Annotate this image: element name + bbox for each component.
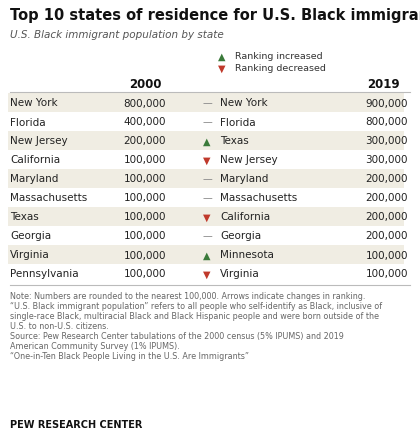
Text: Texas: Texas [10, 212, 39, 222]
Text: Minnesota: Minnesota [220, 250, 274, 260]
Text: 800,000: 800,000 [365, 117, 408, 127]
Text: 2019: 2019 [368, 78, 400, 91]
Text: —: — [202, 231, 212, 241]
Text: Virginia: Virginia [10, 250, 50, 260]
Text: Ranking increased: Ranking increased [235, 52, 323, 61]
Text: Florida: Florida [220, 117, 256, 127]
Text: 100,000: 100,000 [124, 269, 166, 279]
Text: 100,000: 100,000 [124, 174, 166, 184]
Text: —: — [202, 193, 212, 203]
Text: —: — [202, 117, 212, 127]
Text: 2000: 2000 [129, 78, 161, 91]
Text: 100,000: 100,000 [124, 212, 166, 222]
Text: Virginia: Virginia [220, 269, 260, 279]
Text: Maryland: Maryland [10, 174, 58, 184]
Text: PEW RESEARCH CENTER: PEW RESEARCH CENTER [10, 419, 142, 429]
Text: American Community Survey (1% IPUMS).: American Community Survey (1% IPUMS). [10, 341, 180, 350]
Text: 100,000: 100,000 [365, 250, 408, 260]
Text: 800,000: 800,000 [124, 98, 166, 108]
Text: Massachusetts: Massachusetts [220, 193, 297, 203]
Text: Georgia: Georgia [10, 231, 51, 241]
Text: 200,000: 200,000 [365, 212, 408, 222]
Text: ▲: ▲ [203, 250, 211, 260]
Text: 200,000: 200,000 [365, 193, 408, 203]
Text: California: California [10, 155, 60, 165]
Text: Florida: Florida [10, 117, 46, 127]
Text: ▲: ▲ [203, 136, 211, 146]
Text: 100,000: 100,000 [124, 155, 166, 165]
Text: New Jersey: New Jersey [10, 136, 68, 146]
Text: 200,000: 200,000 [365, 231, 408, 241]
Text: ▼: ▼ [203, 155, 211, 165]
Text: U.S. to non-U.S. citizens.: U.S. to non-U.S. citizens. [10, 321, 109, 330]
Text: U.S. Black immigrant population by state: U.S. Black immigrant population by state [10, 30, 224, 40]
Text: 100,000: 100,000 [365, 269, 408, 279]
Text: Note: Numbers are rounded to the nearest 100,000. Arrows indicate changes in ran: Note: Numbers are rounded to the nearest… [10, 291, 365, 300]
Text: 100,000: 100,000 [124, 231, 166, 241]
Text: 900,000: 900,000 [365, 98, 408, 108]
Text: 100,000: 100,000 [124, 193, 166, 203]
Text: New Jersey: New Jersey [220, 155, 278, 165]
Text: Massachusetts: Massachusetts [10, 193, 87, 203]
Text: 200,000: 200,000 [365, 174, 408, 184]
Text: 300,000: 300,000 [365, 155, 408, 165]
Text: Top 10 states of residence for U.S. Black immigrants: Top 10 states of residence for U.S. Blac… [10, 8, 420, 23]
Text: New York: New York [220, 98, 268, 108]
Text: —: — [202, 98, 212, 108]
Text: ▼: ▼ [218, 64, 226, 74]
Text: “U.S. Black immigrant population” refers to all people who self-identify as Blac: “U.S. Black immigrant population” refers… [10, 301, 382, 310]
Text: ▲: ▲ [218, 52, 226, 62]
Text: “One-in-Ten Black People Living in the U.S. Are Immigrants”: “One-in-Ten Black People Living in the U… [10, 351, 249, 360]
Text: Maryland: Maryland [220, 174, 268, 184]
Text: New York: New York [10, 98, 58, 108]
Text: Texas: Texas [220, 136, 249, 146]
Text: 400,000: 400,000 [124, 117, 166, 127]
Text: 300,000: 300,000 [365, 136, 408, 146]
Text: single-race Black, multiracial Black and Black Hispanic people and were born out: single-race Black, multiracial Black and… [10, 311, 379, 320]
Text: Source: Pew Research Center tabulations of the 2000 census (5% IPUMS) and 2019: Source: Pew Research Center tabulations … [10, 331, 344, 340]
Text: 100,000: 100,000 [124, 250, 166, 260]
Text: Pennsylvania: Pennsylvania [10, 269, 79, 279]
Text: California: California [220, 212, 270, 222]
Text: —: — [202, 174, 212, 184]
Text: 200,000: 200,000 [124, 136, 166, 146]
Text: Georgia: Georgia [220, 231, 261, 241]
Text: ▼: ▼ [203, 212, 211, 222]
Text: Ranking decreased: Ranking decreased [235, 64, 326, 73]
Text: ▼: ▼ [203, 269, 211, 279]
